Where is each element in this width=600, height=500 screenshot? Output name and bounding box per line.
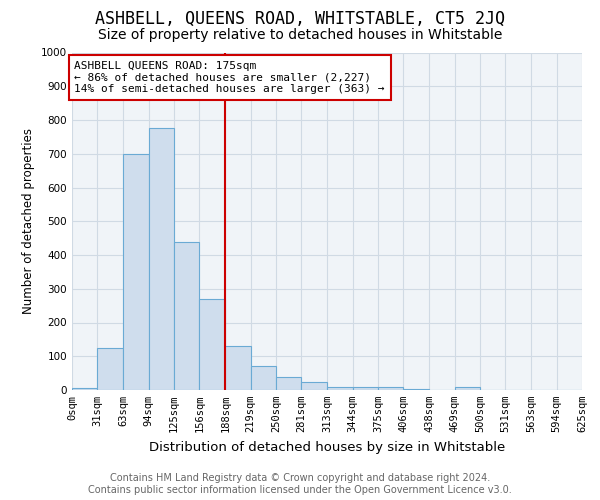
Y-axis label: Number of detached properties: Number of detached properties bbox=[22, 128, 35, 314]
Bar bbox=[403, 389, 430, 390]
Bar bbox=[149, 128, 174, 390]
Bar bbox=[301, 382, 328, 390]
Bar bbox=[455, 388, 480, 390]
Bar bbox=[124, 154, 149, 390]
Bar bbox=[72, 388, 97, 390]
Text: ASHBELL, QUEENS ROAD, WHITSTABLE, CT5 2JQ: ASHBELL, QUEENS ROAD, WHITSTABLE, CT5 2J… bbox=[95, 10, 505, 28]
Bar bbox=[199, 299, 226, 390]
Bar bbox=[378, 388, 403, 390]
X-axis label: Distribution of detached houses by size in Whitstable: Distribution of detached houses by size … bbox=[149, 440, 505, 454]
Bar bbox=[97, 348, 124, 390]
Bar bbox=[251, 366, 276, 390]
Text: Size of property relative to detached houses in Whitstable: Size of property relative to detached ho… bbox=[98, 28, 502, 42]
Text: Contains HM Land Registry data © Crown copyright and database right 2024.
Contai: Contains HM Land Registry data © Crown c… bbox=[88, 474, 512, 495]
Bar bbox=[353, 386, 378, 390]
Bar bbox=[276, 377, 301, 390]
Bar bbox=[174, 242, 199, 390]
Bar bbox=[226, 346, 251, 390]
Bar bbox=[328, 386, 353, 390]
Text: ASHBELL QUEENS ROAD: 175sqm
← 86% of detached houses are smaller (2,227)
14% of : ASHBELL QUEENS ROAD: 175sqm ← 86% of det… bbox=[74, 61, 385, 94]
